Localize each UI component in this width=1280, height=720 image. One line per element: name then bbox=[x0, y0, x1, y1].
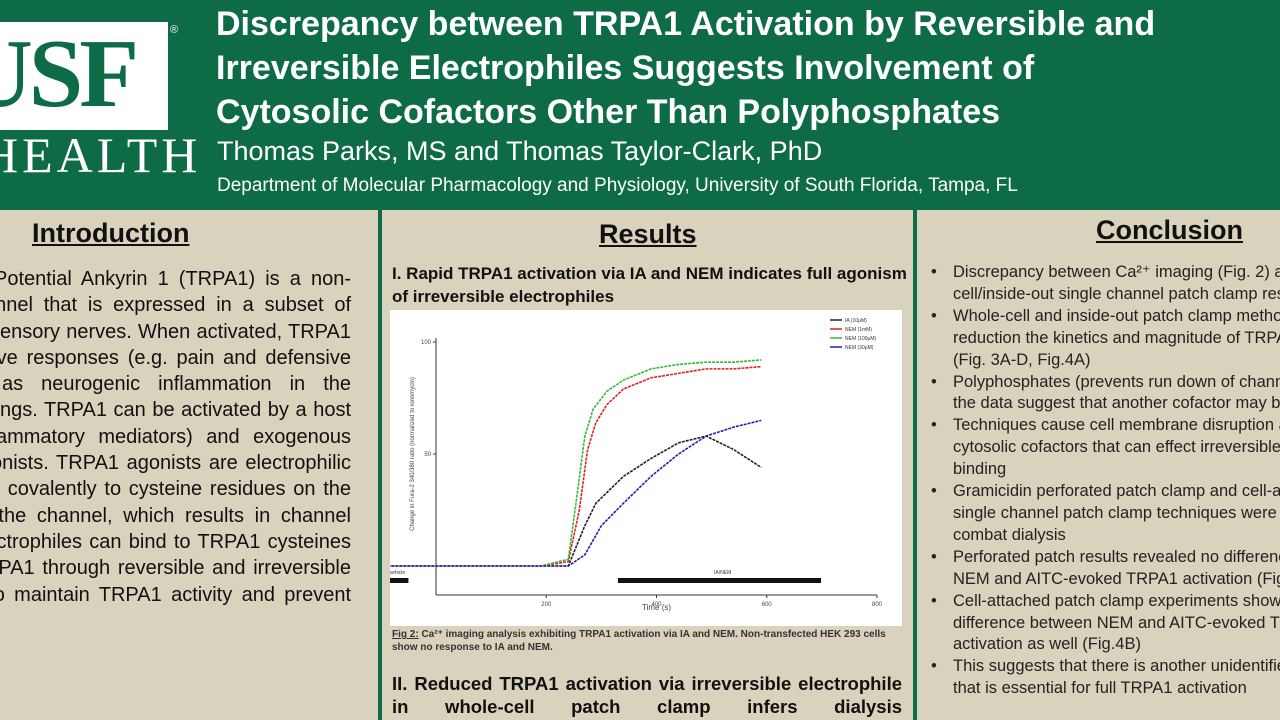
bullet-icon: • bbox=[931, 657, 937, 676]
conclusion-item-text: Polyphosphates (prevents run down of cha… bbox=[953, 372, 1280, 413]
column-divider-right bbox=[913, 210, 917, 720]
logo-usf-text: USF bbox=[0, 22, 139, 128]
conclusion-item: • Discrepancy between Ca²⁺ imaging (Fig. … bbox=[927, 262, 1280, 306]
y-axis-label: Change in Fura-2 340/380 ratio (normaliz… bbox=[410, 377, 416, 531]
results-section-1-title: I. Rapid TRPA1 activation via IA and NEM… bbox=[392, 264, 907, 306]
conclusion-item-text: Perforated patch results revealed no dif… bbox=[953, 547, 1280, 588]
bullet-icon: • bbox=[931, 482, 937, 501]
poster-title: Discrepancy between TRPA1 Activation by … bbox=[216, 5, 1156, 131]
conclusion-item-text: Discrepancy between Ca²⁺ imaging (Fig. 2… bbox=[953, 263, 1280, 303]
logo-registered-mark: ® bbox=[170, 24, 179, 36]
legend-label: IA (10μM) bbox=[845, 318, 867, 324]
bullet-icon: • bbox=[931, 306, 937, 325]
conclusion-item: • This suggests that there is another uni… bbox=[927, 656, 1280, 700]
bullet-icon: • bbox=[931, 263, 937, 281]
results-section-2-title: II. Reduced TRPA1 activation via irrever… bbox=[392, 673, 902, 717]
conclusion-item-text: Gramicidin perforated patch clamp and ce… bbox=[953, 482, 1280, 544]
conclusion-column: Conclusion • Discrepancy between Ca²⁺ ima… bbox=[917, 210, 1280, 720]
column-divider-left bbox=[378, 210, 382, 720]
logo-health-text: HEALTH bbox=[0, 127, 202, 183]
usf-health-logo: USF bbox=[0, 22, 168, 130]
bullet-icon: • bbox=[931, 547, 937, 566]
x-tick-label: 800 bbox=[872, 602, 883, 608]
results-column: Results I. Rapid TRPA1 activation via IA… bbox=[382, 210, 913, 720]
vehicle-bar bbox=[390, 578, 409, 583]
conclusion-item: • Techniques cause cell membrane disrupti… bbox=[927, 415, 1280, 481]
x-tick-label: 400 bbox=[651, 602, 662, 608]
x-axis-label: Time (s) bbox=[642, 603, 671, 612]
conclusion-item: • Perforated patch results revealed no di… bbox=[927, 547, 1280, 591]
conclusion-item: • Whole-cell and inside-out patch clamp m… bbox=[927, 306, 1280, 372]
conclusion-item: • Cell-attached patch clamp experiments s… bbox=[927, 591, 1280, 657]
bullet-icon: • bbox=[931, 372, 937, 391]
vehicle-bar-label: vehicle bbox=[390, 570, 405, 576]
conclusion-item-text: This suggests that there is another unid… bbox=[953, 657, 1280, 698]
figure-2-caption-text: Ca²⁺ imaging analysis exhibiting TRPA1 a… bbox=[392, 629, 886, 653]
results-heading: Results bbox=[599, 219, 697, 249]
conclusion-item-text: Techniques cause cell membrane disruptio… bbox=[953, 416, 1280, 479]
x-tick-label: 200 bbox=[541, 602, 552, 608]
poster-affiliation: Department of Molecular Pharmacology and… bbox=[217, 175, 1018, 196]
y-tick-label: 50 bbox=[424, 452, 431, 458]
calcium-imaging-chart: 200 400 600 800 50 100 Time (s) Change in Fura-… bbox=[390, 318, 883, 612]
figure-2-caption: Fig 2: Ca²⁺ imaging analysis exhibiting … bbox=[392, 628, 900, 654]
introduction-text: Transient Receptor Potential Ankyrin 1 (… bbox=[0, 268, 351, 606]
figure-2-chart: 200 400 600 800 50 100 Time (s) Change in Fura-… bbox=[390, 310, 902, 626]
conclusion-item-text: Cell-attached patch clamp experiments sh… bbox=[953, 591, 1280, 654]
poster-header: USF ® HEALTH Discrepancy between TRPA1 A… bbox=[0, 0, 1280, 210]
series-line bbox=[390, 419, 762, 567]
legend-label: NEM (1mM) bbox=[845, 327, 872, 333]
conclusion-item-text: Whole-cell and inside-out patch clamp me… bbox=[953, 306, 1280, 369]
conclusion-item: • Gramicidin perforated patch clamp and c… bbox=[927, 481, 1280, 547]
figure-2-label: Fig 2: bbox=[392, 629, 419, 640]
bullet-icon: • bbox=[931, 416, 937, 435]
legend-label: NEM (30μM) bbox=[845, 345, 874, 351]
agonist-bar-label: IA/NEM bbox=[714, 570, 731, 576]
agonist-bar bbox=[617, 578, 821, 583]
legend-label: NEM (100μM) bbox=[845, 336, 877, 342]
conclusion-heading: Conclusion bbox=[1096, 215, 1243, 245]
series-line bbox=[390, 359, 762, 567]
series-line bbox=[390, 365, 762, 567]
y-tick-label: 100 bbox=[421, 340, 432, 346]
bullet-icon: • bbox=[931, 591, 937, 610]
conclusion-item: • Polyphosphates (prevents run down of ch… bbox=[927, 372, 1280, 416]
poster-authors: Thomas Parks, MS and Thomas Taylor-Clark… bbox=[217, 136, 823, 166]
conclusion-list: • Discrepancy between Ca²⁺ imaging (Fig. … bbox=[927, 262, 1280, 700]
introduction-heading: Introduction bbox=[32, 218, 190, 248]
x-tick-label: 600 bbox=[762, 602, 773, 608]
introduction-column: Introduction Transient Receptor Potentia… bbox=[0, 210, 378, 720]
